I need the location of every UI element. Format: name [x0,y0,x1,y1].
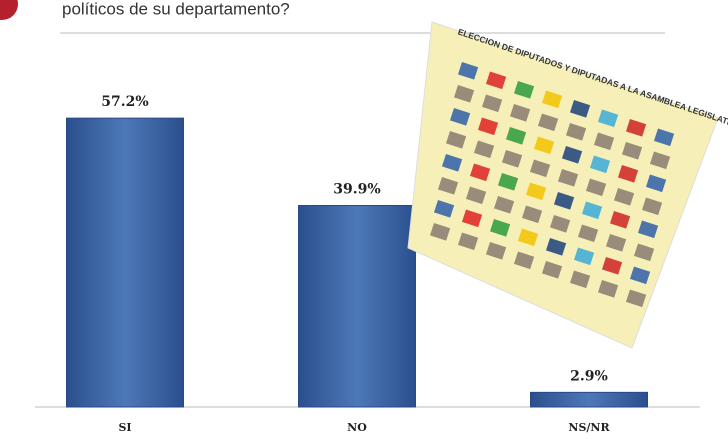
ballot-cell [513,251,535,270]
ballot-cell [521,205,543,224]
data-label: 57.2% [101,94,148,110]
ballot-cell [605,234,627,252]
ballot-cell [561,146,583,164]
ballot-cell [489,219,511,237]
ballot-cell [493,196,515,214]
ballot-cell [629,266,651,285]
ballot-cell [497,173,519,191]
ballot-cell [457,62,479,80]
ballot-cell [649,151,671,170]
ballot-cell [545,238,567,256]
ballot-cell [541,90,563,109]
ballot-cell [597,109,619,128]
ballot-cell [601,257,623,275]
ballot-cell [445,131,467,149]
ballot-cell [569,100,591,118]
ballot-cell [617,165,639,183]
ballot-cell [433,200,455,218]
ballot-cells [429,62,675,308]
ballot-cell [461,209,483,228]
x-tick-label: NO [347,421,367,434]
ballot-cell [509,104,531,122]
ballot-cell [541,261,563,279]
ballot-cell [637,220,659,239]
bar [530,391,648,408]
ballot-cell [641,197,663,216]
ballot-cell [577,224,599,243]
ballot-cell [625,289,647,308]
ballot-cell [469,163,491,182]
ballot-cell [565,123,587,141]
ballot-cell [457,232,479,251]
ballot-cell [625,119,647,137]
ballot-cell [449,108,471,126]
ballot-cell [537,113,559,132]
bar [298,205,416,408]
ballot-cell [529,159,551,178]
ballot-cell [593,132,615,151]
logo [0,0,18,20]
x-tick-label: NS/NR [568,421,610,434]
chart-title: políticos de su departamento? [62,0,290,18]
ballot-cell [473,140,495,159]
ballot-cell [585,178,607,197]
ballot-cell [513,80,535,99]
ballot-cell [573,247,595,266]
bar [66,117,184,408]
ballot-cell [609,211,631,229]
ballot-cell [505,127,527,145]
ballot-cell [549,215,571,233]
ballot-cell [569,270,591,289]
ballot-cell [597,280,619,298]
ballot-cell [621,142,643,160]
ballot-cell [557,169,579,187]
ballot-cell [589,155,611,174]
ballot-cell [429,223,451,241]
x-tick-label: SI [118,421,131,434]
ballot-cell [501,150,523,168]
ballot-cell [633,243,655,262]
ballot-image: ELECCION DE DIPUTADOS Y DIPUTADAS A LA A… [407,21,728,349]
ballot-cell [485,242,507,260]
ballot-cell [645,174,667,193]
ballot-cell [453,85,475,103]
ballot-cell [553,192,575,210]
ballot-cell [441,154,463,172]
ballot-cell [653,128,675,147]
bars [66,117,648,408]
ballot-cell [477,117,499,136]
data-label: 39.9% [333,182,380,198]
ballot-cell [613,188,635,206]
ballot-cell [517,228,539,247]
ballot-cell [437,177,459,195]
data-label: 2.9% [570,368,608,384]
ballot-cell [465,186,487,205]
ballot-cell [485,71,507,90]
ballot-cell [533,136,555,155]
ballot-cell [525,182,547,201]
ballot-cell [481,94,503,113]
ballot-cell [581,201,603,220]
